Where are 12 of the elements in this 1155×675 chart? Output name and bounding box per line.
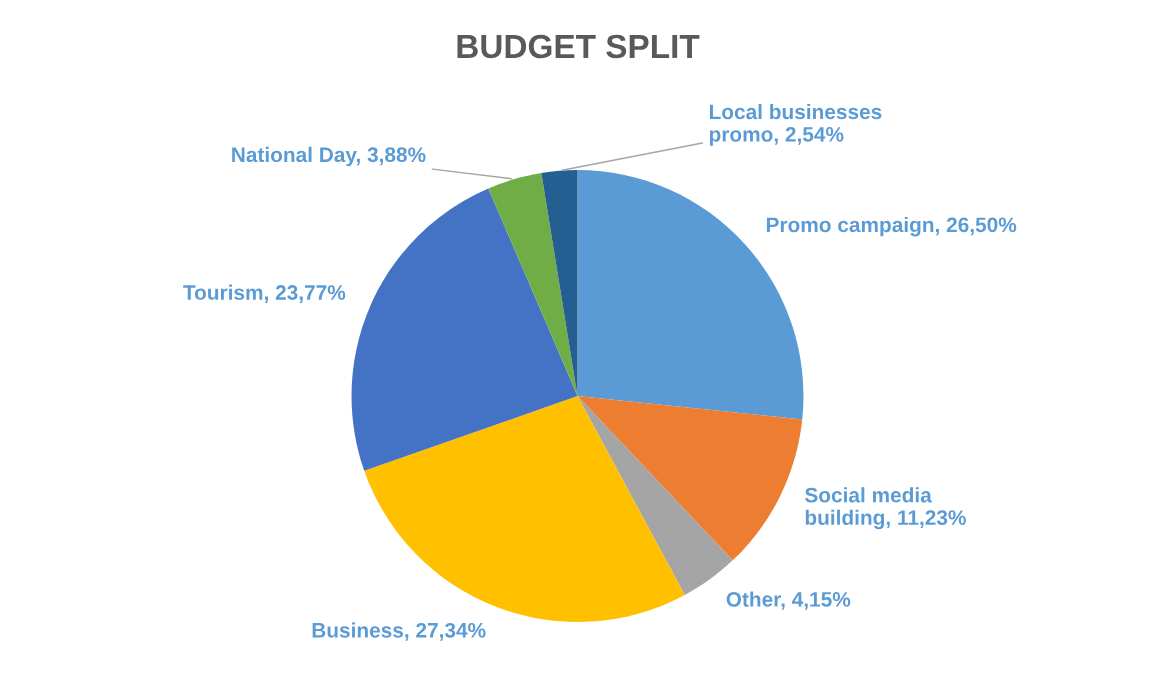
slice-label: Other, 4,15% (726, 591, 851, 610)
slice-label: National Day, 3,88% (232, 146, 426, 167)
pie-slice (351, 188, 578, 471)
slice-label: Business, 27,34% (312, 622, 486, 641)
pie-slice (577, 396, 803, 561)
slice-label: Tourism, 23,77% (183, 284, 346, 303)
pie-slice (364, 396, 685, 623)
pie-slice (488, 172, 578, 397)
slice-label: Social media building, 11,23% (805, 487, 966, 530)
slice-label: Local businesses promo, 2,54% (709, 103, 882, 146)
chart-title: BUDGET SPLIT (457, 34, 700, 59)
slice-label: Promo campaign, 26,50% (766, 216, 1017, 237)
